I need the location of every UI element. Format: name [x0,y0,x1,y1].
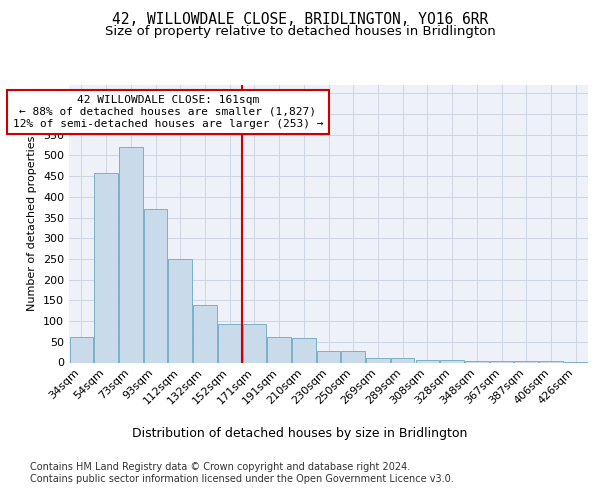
Bar [317,352,340,362]
Bar [440,360,464,362]
Bar [119,147,143,362]
Bar [465,361,488,362]
Bar [490,361,513,362]
Bar [391,358,415,362]
Text: Contains HM Land Registry data © Crown copyright and database right 2024.
Contai: Contains HM Land Registry data © Crown c… [30,462,454,484]
Bar [144,210,167,362]
Bar [366,358,389,362]
Bar [94,173,118,362]
Bar [242,324,266,362]
Text: 42 WILLOWDALE CLOSE: 161sqm
← 88% of detached houses are smaller (1,827)
12% of : 42 WILLOWDALE CLOSE: 161sqm ← 88% of det… [13,96,323,128]
Bar [169,259,192,362]
Bar [416,360,439,362]
Text: Distribution of detached houses by size in Bridlington: Distribution of detached houses by size … [133,428,467,440]
Bar [268,337,291,362]
Bar [292,338,316,362]
Bar [193,304,217,362]
Bar [341,352,365,362]
Bar [70,337,93,362]
Text: Size of property relative to detached houses in Bridlington: Size of property relative to detached ho… [104,25,496,38]
Text: 42, WILLOWDALE CLOSE, BRIDLINGTON, YO16 6RR: 42, WILLOWDALE CLOSE, BRIDLINGTON, YO16 … [112,12,488,28]
Bar [218,324,241,362]
Y-axis label: Number of detached properties: Number of detached properties [28,136,37,312]
